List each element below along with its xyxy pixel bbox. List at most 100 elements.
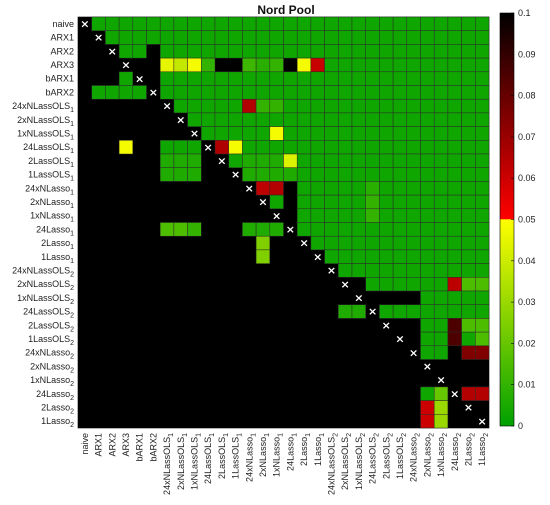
diagonal-marker: ×: [245, 182, 254, 195]
column-label: 1Lasso2: [477, 433, 490, 466]
column-label: 1xNLasso2: [436, 433, 449, 477]
heatmap-cell: [351, 57, 366, 73]
diagonal-marker: ×: [272, 209, 281, 222]
heatmap-cell: [365, 16, 380, 31]
heatmap-cell: [433, 44, 449, 59]
heatmap-cell: [392, 57, 408, 73]
heatmap-cell: [406, 181, 421, 196]
heatmap-cell: [242, 98, 257, 114]
colorbar-tick-label: 0: [518, 421, 523, 431]
heatmap-cell: [433, 30, 449, 45]
heatmap-cell: [338, 16, 353, 31]
row-label: 2xNLassOLS1: [17, 115, 74, 128]
heatmap-cell: [379, 30, 394, 45]
heatmap-cell: [187, 167, 202, 182]
column-label: 24xNLasso1: [244, 433, 257, 482]
row-label: 24xNLassOLS2: [12, 265, 74, 278]
heatmap-cell: [406, 235, 421, 251]
column-label: 1xNLasso1: [272, 433, 285, 477]
heatmap-cell: [447, 167, 462, 182]
row-label: 1xNLassOLS1: [17, 128, 74, 141]
heatmap-cell: [173, 153, 188, 168]
row-label: 24xNLasso1: [25, 183, 74, 196]
heatmap-cell: [461, 126, 476, 141]
heatmap-cell: [255, 140, 271, 155]
heatmap-cell: [324, 153, 339, 168]
column-label: 1xNLassOLS1: [189, 433, 202, 490]
heatmap-cell: [91, 85, 106, 100]
column-label: 2xNLassOLS2: [340, 433, 353, 490]
heatmap-cell: [461, 44, 476, 59]
diagonal-marker: ×: [80, 17, 89, 30]
heatmap-cell: [159, 222, 175, 237]
row-label: 24Lasso2: [36, 389, 74, 402]
diagonal-marker: ×: [162, 100, 171, 113]
heatmap-cell: [228, 153, 243, 168]
heatmap-cell: [379, 98, 394, 114]
column-label: naive: [80, 433, 90, 455]
heatmap-cell: [310, 16, 325, 31]
heatmap-cell: [420, 331, 435, 347]
heatmap-cell: [461, 140, 476, 155]
heatmap-cell: [159, 85, 175, 100]
heatmap-cell: [447, 44, 462, 59]
row-label: 24xNLassOLS1: [12, 101, 74, 114]
heatmap-cell: [242, 71, 257, 86]
heatmap-cell: [338, 30, 353, 45]
heatmap-cell: [365, 167, 380, 182]
heatmap-cell: [132, 44, 147, 59]
heatmap-cell: [310, 57, 325, 73]
heatmap-cell: [475, 304, 490, 319]
heatmap-cell: [475, 386, 490, 401]
heatmap-cell: [406, 140, 421, 155]
heatmap-cell: [159, 71, 175, 86]
heatmap-cell: [461, 85, 476, 100]
heatmap-cell: [338, 263, 353, 278]
heatmap-cell: [296, 44, 312, 59]
colorbar: 0 0.01 0.02 0.03 0.04 0.05 0.06 0.07 0.08 0.09 0.1: [499, 8, 536, 431]
heatmap-cell: [447, 140, 462, 155]
heatmap-cell: [118, 44, 134, 59]
heatmap-cell: [228, 30, 243, 45]
column-label: 24Lasso2: [450, 433, 463, 471]
heatmap-cell: [338, 112, 353, 127]
diagonal-marker: ×: [354, 291, 363, 304]
diagonal-marker: ×: [176, 113, 185, 126]
heatmap-cell: [392, 208, 408, 223]
heatmap-cell: [310, 71, 325, 86]
heatmap-cell: [420, 44, 435, 59]
heatmap-cell: [461, 112, 476, 127]
heatmap-cell: [269, 57, 284, 73]
heatmap-cell: [379, 181, 394, 196]
heatmap-cell: [433, 331, 449, 347]
heatmap-cell: [447, 153, 462, 168]
heatmap-cell: [201, 85, 216, 100]
heatmap-cell: [365, 126, 380, 141]
heatmap-cell: [475, 181, 490, 196]
heatmap-cell: [433, 181, 449, 196]
heatmap-cell: [447, 318, 462, 333]
heatmap-cell: [420, 277, 435, 292]
heatmap-cell: [365, 30, 380, 45]
heatmap-cell: [379, 153, 394, 168]
column-label: ARX2: [107, 433, 117, 457]
heatmap-cell: [433, 71, 449, 86]
heatmap-cell: [296, 30, 312, 45]
heatmap-cell: [475, 57, 490, 73]
heatmap-cell: [228, 98, 243, 114]
heatmap-cell: [146, 30, 161, 45]
heatmap-cell: [365, 153, 380, 168]
heatmap-cell: [461, 208, 476, 223]
heatmap-cell: [365, 277, 380, 292]
row-label: 2LassOLS2: [28, 320, 74, 333]
column-label: 2xNLasso1: [258, 433, 271, 477]
heatmap-cell: [379, 304, 394, 319]
heatmap-cell: [420, 249, 435, 264]
heatmap-cell: [173, 167, 188, 182]
heatmap-cell: [310, 208, 325, 223]
heatmap-cell: [324, 57, 339, 73]
heatmap-cell: [269, 85, 284, 100]
heatmap-cell: [214, 126, 229, 141]
heatmap-cell: [475, 153, 490, 168]
column-label: 24xNLassOLS2: [326, 433, 339, 495]
